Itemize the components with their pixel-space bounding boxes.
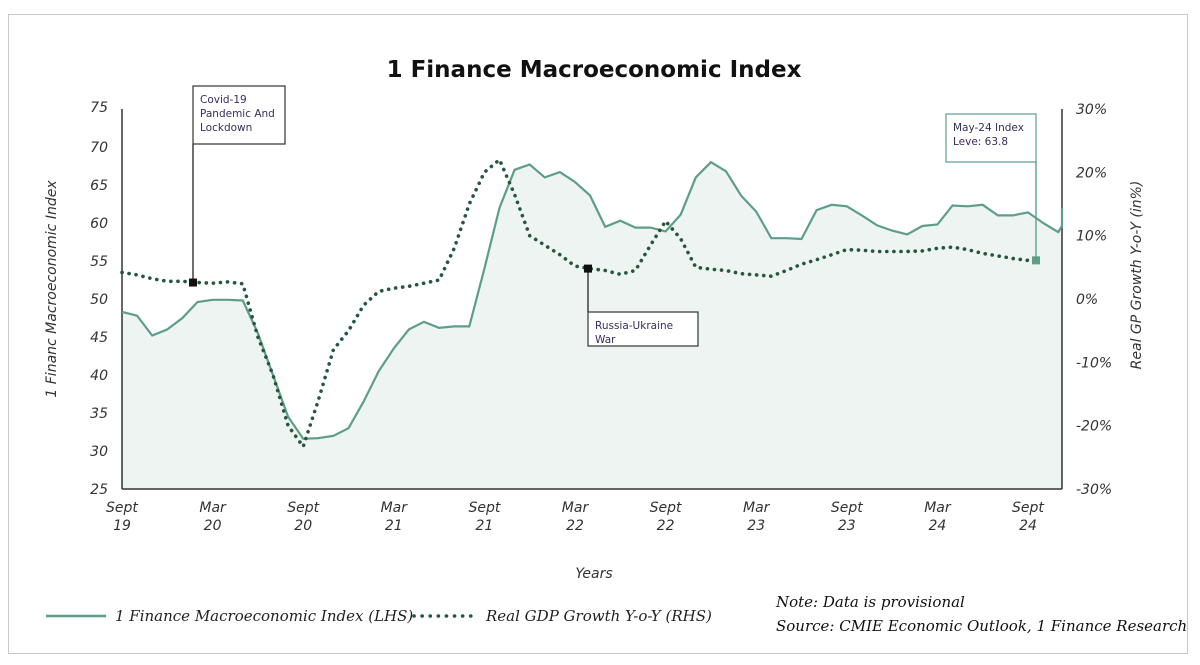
annotation-text: Russia-Ukraine bbox=[595, 320, 673, 332]
x-tick-label: Mar bbox=[743, 500, 771, 516]
left-tick-label: 65 bbox=[90, 178, 108, 194]
annotation-marker bbox=[584, 264, 592, 273]
annotation-text: Leve: 63.8 bbox=[953, 136, 1008, 148]
annotation-text: Covid-19 bbox=[200, 94, 247, 106]
x-tick-label: Mar bbox=[562, 500, 590, 516]
annotation-box bbox=[587, 311, 699, 347]
right-tick-label: -10% bbox=[1076, 355, 1112, 371]
x-tick-label: 22 bbox=[657, 518, 675, 534]
right-tick-label: 0% bbox=[1076, 292, 1098, 308]
annotations: Covid-19 Pandemic And Lockdown Russia-Ukrai… bbox=[189, 85, 1040, 347]
x-tick-label: 20 bbox=[294, 518, 312, 534]
left-tick-label: 30 bbox=[90, 444, 108, 460]
x-tick-label: Sept bbox=[287, 500, 319, 516]
right-tick-label: -30% bbox=[1076, 482, 1112, 498]
left-tick-label: 50 bbox=[90, 292, 108, 308]
x-tick-label: 20 bbox=[204, 518, 222, 534]
right-tick-label: 30% bbox=[1076, 102, 1107, 118]
chart-frame bbox=[8, 14, 1188, 654]
x-axis-ticks: Sept 19 Mar 20 Sept 20 Mar 21 Sept 21 Mar 22 Sept 22 M… bbox=[106, 500, 1044, 534]
annotation-marker bbox=[189, 278, 197, 287]
chart-title: 1 Finance Macroeconomic Index bbox=[387, 57, 802, 83]
annotation-marker bbox=[1032, 256, 1040, 265]
left-tick-label: 40 bbox=[90, 368, 108, 384]
right-axis-ticks: 30% 20% 10% 0% -10% -20% -30% bbox=[1076, 102, 1112, 498]
annotation-1: Russia-Ukraine War bbox=[584, 264, 699, 347]
x-tick-label: 24 bbox=[1019, 518, 1037, 534]
x-tick-label: 23 bbox=[838, 518, 856, 534]
x-tick-label: 22 bbox=[566, 518, 584, 534]
x-axis-label: Years bbox=[575, 566, 612, 582]
left-tick-label: 60 bbox=[90, 216, 108, 232]
annotation-text: May-24 Index bbox=[953, 122, 1024, 134]
right-tick-label: 20% bbox=[1076, 165, 1107, 181]
left-tick-label: 75 bbox=[90, 100, 108, 116]
left-tick-label: 55 bbox=[90, 254, 108, 270]
series-line-index bbox=[121, 160, 1064, 440]
annotation-0: Covid-19 Pandemic And Lockdown bbox=[189, 85, 286, 287]
x-tick-label: 19 bbox=[113, 518, 131, 534]
left-tick-label: 70 bbox=[90, 140, 108, 156]
x-tick-label: Sept bbox=[106, 500, 138, 516]
legend-label-gdp: Real GDP Growth Y-o-Y (RHS) bbox=[485, 607, 712, 625]
axes bbox=[121, 109, 1063, 490]
annotation-box bbox=[192, 85, 286, 145]
legend: 1 Finance Macroeconomic Index (LHS) Real… bbox=[46, 607, 712, 625]
annotation-box bbox=[945, 113, 1037, 163]
annotation-text: Pandemic And bbox=[200, 108, 275, 120]
x-tick-label: 23 bbox=[747, 518, 765, 534]
x-tick-label: Sept bbox=[468, 500, 500, 516]
source-text: Source: CMIE Economic Outlook, 1 Finance… bbox=[776, 617, 1187, 635]
x-tick-label: Mar bbox=[381, 500, 409, 516]
x-tick-label: Sept bbox=[831, 500, 863, 516]
annotation-text: War bbox=[595, 334, 616, 346]
x-tick-label: Mar bbox=[924, 500, 952, 516]
right-tick-label: -20% bbox=[1076, 419, 1112, 435]
note-text: Note: Data is provisional bbox=[775, 593, 965, 611]
annotation-text: Lockdown bbox=[200, 122, 252, 134]
legend-label-index: 1 Finance Macroeconomic Index (LHS) bbox=[115, 607, 413, 625]
left-axis-ticks: 75 70 65 60 55 50 45 40 35 30 25 bbox=[90, 100, 108, 498]
x-tick-label: Sept bbox=[1012, 500, 1044, 516]
y-axis-label-left: 1 Financ Macroeconomic Index bbox=[44, 180, 60, 398]
left-tick-label: 25 bbox=[90, 482, 108, 498]
left-tick-label: 45 bbox=[90, 330, 108, 346]
right-tick-label: 10% bbox=[1076, 229, 1107, 245]
y-axis-label-right: Real GP Growth Y-o-Y (in%) bbox=[1129, 181, 1145, 370]
left-tick-label: 35 bbox=[90, 406, 108, 422]
x-tick-label: 21 bbox=[385, 518, 403, 534]
x-tick-label: Sept bbox=[650, 500, 682, 516]
x-tick-label: 21 bbox=[475, 518, 493, 534]
annotation-2: May-24 Index Leve: 63.8 bbox=[945, 113, 1040, 265]
x-tick-label: Mar bbox=[199, 500, 227, 516]
x-tick-label: 24 bbox=[928, 518, 946, 534]
